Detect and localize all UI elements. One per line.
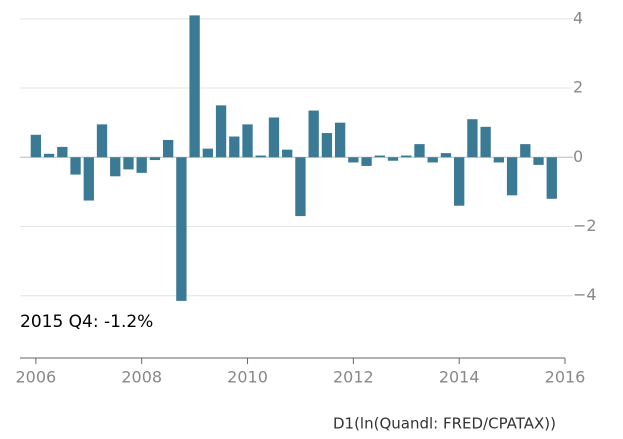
bar (440, 153, 452, 158)
bar (387, 157, 399, 161)
x-tick-label: 2010 (227, 368, 268, 387)
x-tick-label: 2006 (16, 368, 57, 387)
bar (374, 155, 385, 158)
bar (255, 155, 266, 158)
bar (480, 126, 491, 158)
bar (202, 148, 213, 158)
bar (454, 157, 465, 206)
bar (520, 144, 531, 158)
bar (361, 157, 372, 166)
bar (546, 157, 557, 199)
bar (70, 157, 81, 175)
bar (401, 155, 412, 158)
bar (176, 157, 187, 301)
bar (321, 133, 333, 158)
bar (427, 157, 438, 163)
bar (308, 110, 319, 158)
bar (43, 153, 55, 158)
y-tick-label: −4 (573, 285, 597, 304)
x-axis-label: D1(ln(Quandl: FRED/CPATAX)) (333, 415, 556, 433)
bar (506, 157, 518, 196)
annotation: 2015 Q4: -1.2% (20, 312, 153, 332)
bar (110, 157, 121, 177)
bar (83, 157, 94, 201)
bar (334, 122, 346, 158)
bar (295, 157, 306, 217)
bar (162, 139, 174, 158)
x-tick-label: 2008 (121, 368, 162, 387)
bar (533, 157, 544, 165)
bar (57, 146, 68, 158)
bar (30, 134, 42, 158)
y-tick-label: 0 (573, 147, 583, 166)
bar (123, 157, 134, 170)
x-tick-label: 2012 (333, 368, 374, 387)
x-tick-label: 2016 (545, 368, 586, 387)
bar (242, 124, 253, 158)
bar (136, 157, 147, 173)
y-tick-label: −2 (573, 216, 597, 235)
bar (215, 105, 227, 158)
bar (268, 117, 280, 158)
bar (149, 157, 161, 161)
x-tick-label: 2014 (439, 368, 480, 387)
bar (229, 136, 240, 158)
bar (348, 157, 359, 163)
bar (467, 119, 478, 158)
y-tick-label: 4 (573, 8, 583, 27)
bar (414, 144, 425, 158)
bar (493, 157, 505, 163)
bar (189, 15, 200, 158)
y-tick-label: 2 (573, 78, 583, 97)
bar (282, 149, 293, 158)
bar (96, 124, 108, 158)
